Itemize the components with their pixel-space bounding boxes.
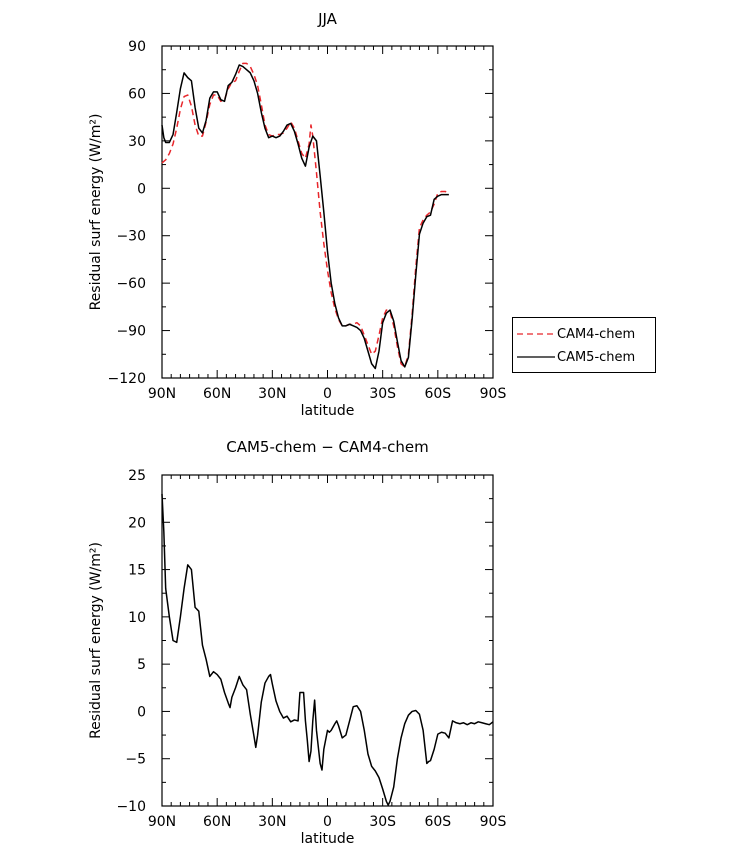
x-tick-label: 60S bbox=[424, 386, 451, 402]
legend-swatch-dashed-red bbox=[517, 333, 555, 335]
y-tick-label: −10 bbox=[116, 799, 146, 815]
y-tick-label: 0 bbox=[137, 704, 146, 720]
series-line-cam5-chem bbox=[161, 64, 449, 370]
y-tick-label: −90 bbox=[116, 324, 146, 340]
series-line-cam4-chem bbox=[161, 62, 450, 368]
legend-label-cam4: CAM4-chem bbox=[557, 326, 636, 342]
y-tick-label: 15 bbox=[128, 563, 146, 579]
x-tick-label: 30S bbox=[369, 386, 396, 402]
y-tick-label: 5 bbox=[137, 657, 146, 673]
x-tick-label: 0 bbox=[323, 814, 332, 830]
x-tick-label: 0 bbox=[323, 386, 332, 402]
y-tick-label: −120 bbox=[108, 371, 146, 387]
x-axis-label: latitude bbox=[301, 831, 355, 847]
y-axis-label: Residual surf energy (W/m²) bbox=[88, 542, 104, 739]
x-tick-label: 30S bbox=[369, 814, 396, 830]
bottom-panel: CAM5-chem − CAM4-chem 90N 60N 30N 0 30S 60S 90S… bbox=[88, 438, 506, 847]
chart-title: JJA bbox=[317, 10, 338, 28]
x-tick-label: 60N bbox=[203, 814, 231, 830]
y-tick-label: 60 bbox=[128, 86, 146, 102]
x-tick-label: 30N bbox=[258, 814, 286, 830]
plot-frame bbox=[161, 474, 494, 807]
x-axis-label: latitude bbox=[301, 403, 355, 419]
y-tick-label: 30 bbox=[128, 134, 146, 150]
y-tick-label: −5 bbox=[125, 752, 146, 768]
legend-item-cam5: CAM5-chem bbox=[517, 348, 635, 366]
legend-label-cam5: CAM5-chem bbox=[557, 349, 636, 365]
legend: CAM4-chem CAM5-chem bbox=[512, 317, 656, 373]
series-line-cam5-chem-cam4-chem bbox=[161, 493, 494, 806]
x-tick-label: 90S bbox=[480, 814, 507, 830]
x-tick-label: 60S bbox=[424, 814, 451, 830]
legend-item-cam4: CAM4-chem bbox=[517, 325, 635, 343]
y-tick-label: 20 bbox=[128, 515, 146, 531]
y-tick-label: 25 bbox=[128, 468, 146, 484]
y-tick-label: −30 bbox=[116, 229, 146, 245]
chart-title: CAM5-chem − CAM4-chem bbox=[226, 438, 429, 456]
y-tick-label: 0 bbox=[137, 181, 146, 197]
y-tick-label: −60 bbox=[116, 276, 146, 292]
x-tick-label: 90S bbox=[480, 386, 507, 402]
y-tick-label: 10 bbox=[128, 610, 146, 626]
x-tick-label: 60N bbox=[203, 386, 231, 402]
y-axis-label: Residual surf energy (W/m²) bbox=[88, 114, 104, 311]
x-tick-label: 90N bbox=[148, 814, 176, 830]
x-tick-label: 30N bbox=[258, 386, 286, 402]
legend-swatch-solid-black bbox=[517, 356, 555, 358]
x-tick-label: 90N bbox=[148, 386, 176, 402]
top-panel: JJA 90N 60N 30N 0 30S 60S 90S 90 60 30 0 −30 −60 −90 −1… bbox=[88, 10, 506, 419]
y-tick-label: 90 bbox=[128, 39, 146, 55]
